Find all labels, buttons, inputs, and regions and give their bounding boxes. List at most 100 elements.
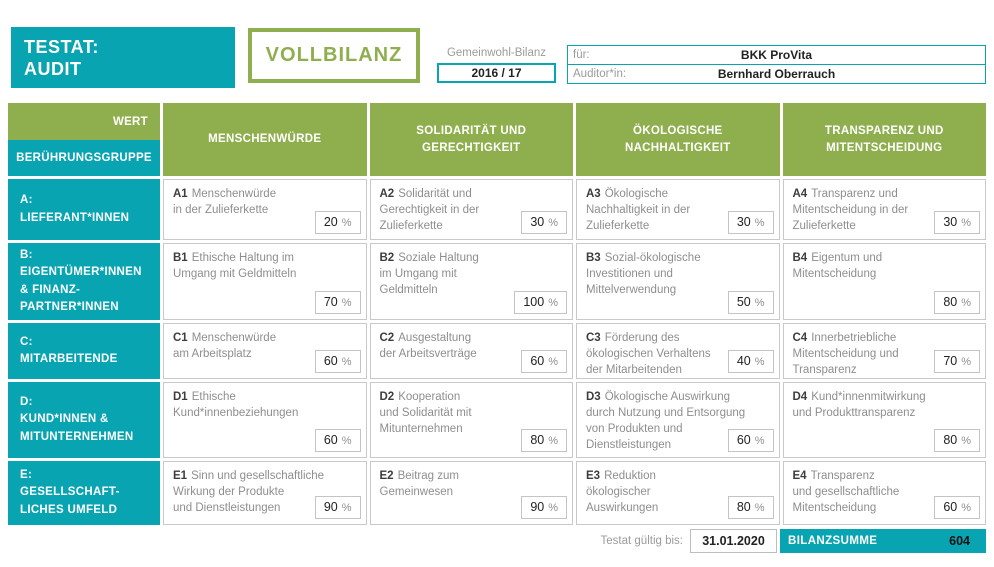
cell-code: C2	[379, 332, 395, 344]
matrix-cell-c1: C1 Menschenwürde am Arbeitsplatz 60%	[163, 323, 367, 379]
column-header-transparenz: TRANSPARENZ UND MITENTSCHEIDUNG	[782, 103, 986, 176]
bilanzsumme-value: 604	[949, 534, 970, 548]
bilanzsumme-bar: BILANZSUMME 604	[780, 529, 986, 553]
percent-sign: %	[341, 296, 352, 309]
percent-value: 30	[736, 214, 751, 229]
corner-cell: WERT BERÜHRUNGSGRUPPE	[8, 103, 160, 176]
percent-box-a1[interactable]: 20%	[314, 210, 361, 234]
cell-title: Ökologische Nachhaltigkeit in der Zulief…	[586, 188, 691, 233]
percent-sign: %	[961, 434, 971, 447]
bilanzsumme-label: BILANZSUMME	[788, 535, 878, 547]
cell-title: Transparenz und Mitentscheidung in der Z…	[792, 188, 909, 233]
cell-code: C3	[586, 332, 601, 344]
percent-box-a4[interactable]: 30%	[934, 210, 980, 234]
matrix-cell-c4: C4 Innerbetriebliche Mitentscheidung und …	[782, 323, 986, 379]
matrix-cell-e1: E1 Sinn und gesellschaftliche Wirkung der…	[163, 461, 367, 525]
matrix-cell-e4: E4 Transparenz und gesellschaftliche Mite…	[782, 461, 986, 525]
valid-until-value: 31.01.2020	[702, 534, 765, 548]
cell-code: E4	[792, 470, 807, 482]
period-value-box[interactable]: 2016 / 17	[437, 63, 556, 83]
percent-box-d3[interactable]: 60%	[727, 428, 774, 452]
for-value[interactable]: BKK ProVita	[740, 48, 813, 62]
cell-title: Ethische Haltung im Umgang mit Geldmitte…	[173, 252, 297, 281]
percent-box-c3[interactable]: 40%	[727, 349, 774, 373]
percent-value: 100	[523, 294, 545, 309]
cell-title: Innerbetriebliche Mitentscheidung und Tr…	[792, 332, 899, 377]
percent-box-b2[interactable]: 100%	[514, 290, 567, 314]
percent-value: 60	[736, 432, 751, 447]
cell-code: E1	[173, 470, 188, 482]
valid-until-label: Testat gültig bis:	[600, 535, 683, 547]
cell-code: D3	[586, 391, 601, 403]
percent-sign: %	[341, 501, 352, 514]
for-label: für:	[573, 49, 590, 61]
matrix-cell-a1: A1 Menschenwürde in der Zulieferkette 20%	[163, 179, 367, 240]
cell-title: Förderung des ökologischen Verhaltens de…	[586, 332, 711, 377]
cell-code: C1	[173, 332, 188, 344]
percent-box-c1[interactable]: 60%	[314, 349, 361, 373]
corner-wert-label: WERT	[8, 103, 160, 140]
percent-value: 70	[323, 294, 338, 309]
cell-code: D4	[792, 391, 808, 403]
period-value: 2016 / 17	[471, 66, 522, 80]
percent-value: 80	[736, 499, 751, 514]
cell-code: A4	[792, 188, 808, 200]
percent-sign: %	[754, 434, 765, 447]
cell-title: Kund*innenmitwirkung und Produkttranspar…	[792, 391, 926, 420]
percent-box-e4[interactable]: 60%	[934, 495, 980, 519]
percent-box-d4[interactable]: 80%	[934, 428, 980, 452]
percent-box-d1[interactable]: 60%	[314, 428, 361, 452]
percent-sign: %	[961, 216, 971, 229]
percent-sign: %	[548, 216, 558, 229]
recipient-table: für: BKK ProVita Auditor*in: Bernhard Ob…	[567, 45, 986, 84]
column-header-menschenwuerde: MENSCHENWÜRDE	[163, 103, 367, 176]
percent-box-e3[interactable]: 80%	[727, 495, 774, 519]
percent-box-e2[interactable]: 90%	[521, 495, 567, 519]
cell-title: Ausgestaltung der Arbeitsverträge	[379, 332, 477, 361]
percent-value: 20	[323, 214, 338, 229]
percent-value: 90	[323, 499, 338, 514]
matrix-table: WERT BERÜHRUNGSGRUPPE MENSCHENWÜRDE SOLI…	[8, 103, 986, 525]
matrix-cell-c2: C2 Ausgestaltung der Arbeitsverträge 60%	[369, 323, 573, 379]
cell-code: B4	[792, 252, 808, 264]
row-header-b: B: EIGENTÜMER*INNEN & FINANZ- PARTNER*IN…	[8, 243, 160, 320]
percent-box-d2[interactable]: 80%	[521, 428, 567, 452]
cell-code: B2	[379, 252, 395, 264]
percent-box-b4[interactable]: 80%	[934, 290, 980, 314]
row-header-a: A: LIEFERANT*INNEN	[8, 179, 160, 240]
percent-value: 90	[530, 499, 545, 514]
percent-box-a3[interactable]: 30%	[727, 210, 774, 234]
percent-value: 30	[530, 214, 545, 229]
auditor-value[interactable]: Bernhard Oberrauch	[717, 67, 836, 81]
matrix-cell-d2: D2 Kooperation und Solidarität mit Mitunt…	[369, 382, 573, 458]
cell-title: Sozial-ökologische Investitionen und Mit…	[586, 252, 701, 297]
percent-value: 60	[530, 353, 545, 368]
percent-box-e1[interactable]: 90%	[314, 495, 361, 519]
cell-code: B1	[173, 252, 188, 264]
percent-value: 60	[943, 499, 958, 514]
matrix-cell-d1: D1 Ethische Kund*innenbeziehungen 60%	[163, 382, 367, 458]
percent-sign: %	[341, 355, 352, 368]
cell-title: Transparenz und gesellschaftliche Mitent…	[792, 470, 900, 515]
percent-value: 80	[530, 432, 545, 447]
matrix-cell-b3: B3 Sozial-ökologische Investitionen und M…	[576, 243, 780, 320]
for-row: für: BKK ProVita	[568, 46, 985, 64]
valid-until-box[interactable]: 31.01.2020	[690, 529, 777, 553]
percent-value: 30	[943, 214, 958, 229]
percent-sign: %	[961, 501, 971, 514]
percent-box-a2[interactable]: 30%	[521, 210, 567, 234]
percent-sign: %	[341, 434, 352, 447]
percent-box-b3[interactable]: 50%	[727, 290, 774, 314]
cell-code: C4	[792, 332, 808, 344]
percent-box-b1[interactable]: 70%	[314, 290, 361, 314]
auditor-label: Auditor*in:	[573, 68, 627, 80]
percent-box-c2[interactable]: 60%	[521, 349, 567, 373]
cell-title: Reduktion ökologischer Auswirkungen	[586, 470, 659, 515]
percent-box-c4[interactable]: 70%	[934, 349, 980, 373]
percent-value: 70	[943, 353, 958, 368]
matrix-cell-d3: D3 Ökologische Auswirkung durch Nutzung u…	[576, 382, 780, 458]
vollbilanz-label: VOLLBILANZ	[265, 44, 403, 66]
cell-code: B3	[586, 252, 601, 264]
row-header-c: C: MITARBEITENDE	[8, 323, 160, 379]
